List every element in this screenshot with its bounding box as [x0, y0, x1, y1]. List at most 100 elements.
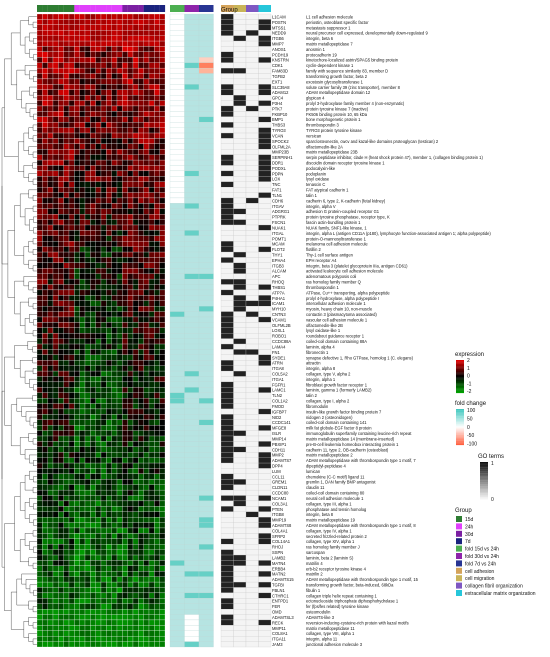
heatmap-cell: [58, 273, 64, 280]
heatmap-cell: [79, 576, 86, 583]
heatmap-cell: [111, 105, 118, 112]
gene-symbol: IGFBP7: [272, 409, 287, 414]
heatmap-cell: [79, 306, 86, 312]
heatmap-cell: [95, 479, 102, 485]
heatmap-cell: [79, 105, 86, 112]
go-term-cell: [233, 187, 247, 193]
heatmap-cell: [100, 517, 107, 523]
heatmap-cell: [138, 159, 144, 166]
heatmap-cell: [63, 614, 70, 621]
go-term-cell: [258, 224, 272, 231]
heatmap-cell: [111, 392, 118, 399]
heatmap-cell: [116, 306, 123, 312]
fold-change-scale-step: [456, 427, 464, 429]
heatmap-cell: [36, 246, 43, 253]
heatmap-cell: [148, 116, 155, 123]
heatmap-cell: [95, 327, 102, 334]
heatmap-cell: [148, 408, 155, 415]
heatmap-cell: [100, 365, 107, 372]
heatmap-cell: [36, 517, 43, 523]
heatmap-cell: [79, 408, 86, 415]
heatmap-cell: [143, 500, 150, 507]
group-cell-go-1: [233, 5, 246, 12]
heatmap-cell: [116, 246, 123, 253]
heatmap-cell: [100, 414, 107, 420]
heatmap-cell: [159, 289, 166, 296]
heatmap-cell: [127, 300, 134, 307]
heatmap-cell: [42, 327, 48, 334]
heatmap-cell: [100, 403, 107, 410]
heatmap-cell: [90, 338, 96, 345]
heatmap-cell: [116, 51, 123, 58]
heatmap-cell: [95, 192, 102, 199]
go-term-cell: [233, 506, 247, 512]
heatmap-cell: [148, 581, 155, 588]
heatmap-cell: [100, 446, 107, 453]
heatmap-cell: [63, 571, 70, 577]
heatmap-cell: [47, 78, 54, 85]
heatmap-cell: [116, 506, 123, 512]
heatmap-cell: [143, 522, 150, 529]
heatmap-cell: [42, 619, 48, 626]
heatmap-cell: [74, 143, 80, 150]
heatmap-cell: [36, 473, 43, 480]
heatmap-cell: [132, 370, 139, 377]
fold-change-cell: [169, 219, 185, 226]
heatmap-cell: [122, 138, 128, 144]
heatmap-cell: [106, 435, 112, 442]
fold-change-cell: [198, 446, 214, 453]
go-term-cell: [220, 598, 234, 604]
heatmap-cell: [116, 625, 123, 631]
heatmap-cell: [132, 581, 139, 588]
heatmap-cell: [143, 549, 150, 556]
heatmap-cell: [138, 24, 144, 31]
gene-symbol: FN1: [272, 350, 280, 355]
heatmap-cell: [122, 251, 128, 258]
heatmap-cell: [122, 457, 128, 464]
heatmap-cell: [148, 224, 155, 231]
heatmap-cell: [42, 614, 48, 621]
heatmap-cell: [52, 57, 59, 63]
fold-change-cell: [169, 414, 185, 420]
heatmap-cell: [122, 425, 128, 431]
heatmap-cell: [47, 538, 54, 545]
heatmap-cell: [143, 122, 150, 128]
heatmap-cell: [116, 187, 123, 193]
heatmap-cell: [68, 365, 75, 372]
heatmap-cell: [111, 365, 118, 372]
heatmap-cell: [106, 641, 112, 648]
heatmap-cell: [116, 300, 123, 307]
heatmap-cell: [90, 403, 96, 410]
go-term-cell: [258, 197, 272, 204]
heatmap-cell: [58, 619, 64, 626]
heatmap-cell: [42, 208, 48, 215]
heatmap-cell: [42, 100, 48, 107]
heatmap-cell: [138, 30, 144, 36]
go-term-cell: [233, 538, 247, 545]
gene-symbol: PTK7: [272, 106, 283, 111]
group-legend-swatch: [456, 523, 462, 530]
heatmap-cell: [58, 419, 64, 426]
heatmap-cell: [106, 284, 112, 291]
gene-description: periostin, osteoblast specific factor: [306, 20, 369, 25]
fold-change-cell: [198, 57, 214, 63]
fold-change-cell: [198, 392, 214, 399]
heatmap-cell: [36, 143, 43, 150]
fold-change-cell: [198, 641, 214, 648]
heatmap-cell: [100, 257, 107, 263]
heatmap-cell: [90, 500, 96, 507]
heatmap-cell: [154, 376, 160, 383]
heatmap-cell: [52, 527, 59, 534]
heatmap-cell: [106, 35, 112, 42]
heatmap-cell: [42, 430, 48, 437]
heatmap-cell: [106, 143, 112, 150]
heatmap-cell: [68, 89, 75, 96]
heatmap-cell: [159, 565, 166, 572]
group-cell-15d: [63, 5, 70, 12]
heatmap-cell: [58, 506, 64, 512]
heatmap-cell: [148, 403, 155, 410]
heatmap-cell: [90, 398, 96, 404]
heatmap-cell: [36, 452, 43, 458]
heatmap-cell: [138, 300, 144, 307]
